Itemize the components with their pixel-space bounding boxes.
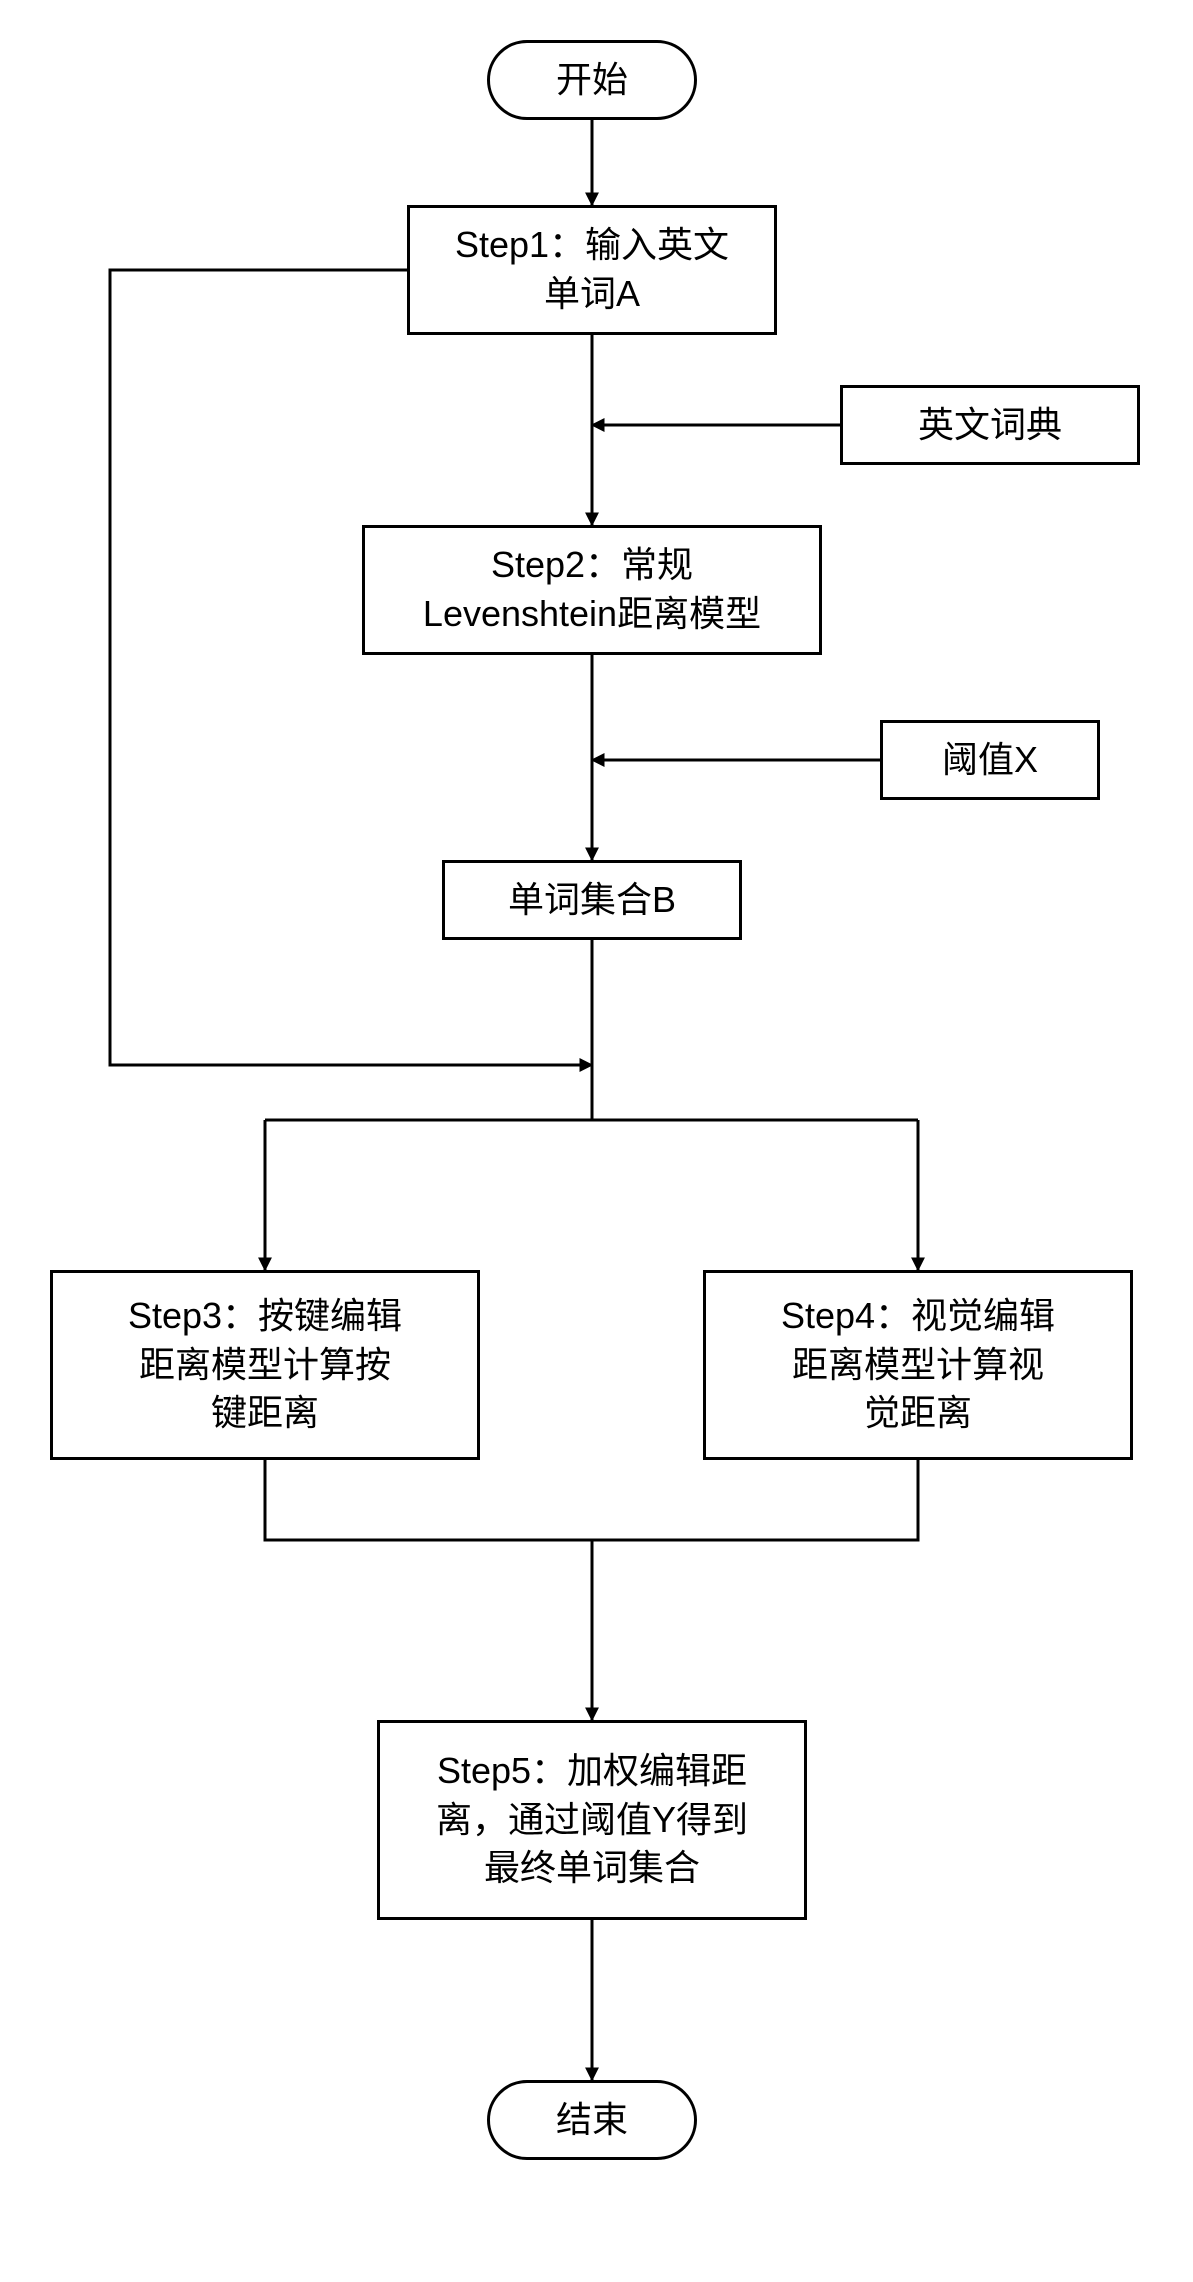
node-step1: Step1：输入英文单词A (407, 205, 777, 335)
node-dict-label: 英文词典 (918, 401, 1062, 450)
node-end-label: 结束 (556, 2096, 628, 2145)
node-setB: 单词集合B (442, 860, 742, 940)
node-step5: Step5：加权编辑距离，通过阈值Y得到最终单词集合 (377, 1720, 807, 1920)
node-step4-label: Step4：视觉编辑距离模型计算视觉距离 (781, 1292, 1055, 1438)
node-start-label: 开始 (556, 56, 628, 105)
connectors-svg (10, 20, 1193, 2262)
node-step4: Step4：视觉编辑距离模型计算视觉距离 (703, 1270, 1133, 1460)
node-step3-label: Step3：按键编辑距离模型计算按键距离 (128, 1292, 402, 1438)
node-step3: Step3：按键编辑距离模型计算按键距离 (50, 1270, 480, 1460)
node-start: 开始 (487, 40, 697, 120)
node-step1-label: Step1：输入英文单词A (455, 221, 729, 318)
node-thresholdX-label: 阈值X (942, 736, 1038, 785)
node-thresholdX: 阈值X (880, 720, 1100, 800)
node-step2: Step2：常规Levenshtein距离模型 (362, 525, 822, 655)
node-step5-label: Step5：加权编辑距离，通过阈值Y得到最终单词集合 (436, 1747, 748, 1893)
node-setB-label: 单词集合B (508, 876, 676, 925)
flowchart-diagram: 开始 Step1：输入英文单词A 英文词典 Step2：常规Levenshtei… (10, 20, 1193, 2262)
node-step2-label: Step2：常规Levenshtein距离模型 (423, 541, 761, 638)
node-dict: 英文词典 (840, 385, 1140, 465)
node-end: 结束 (487, 2080, 697, 2160)
